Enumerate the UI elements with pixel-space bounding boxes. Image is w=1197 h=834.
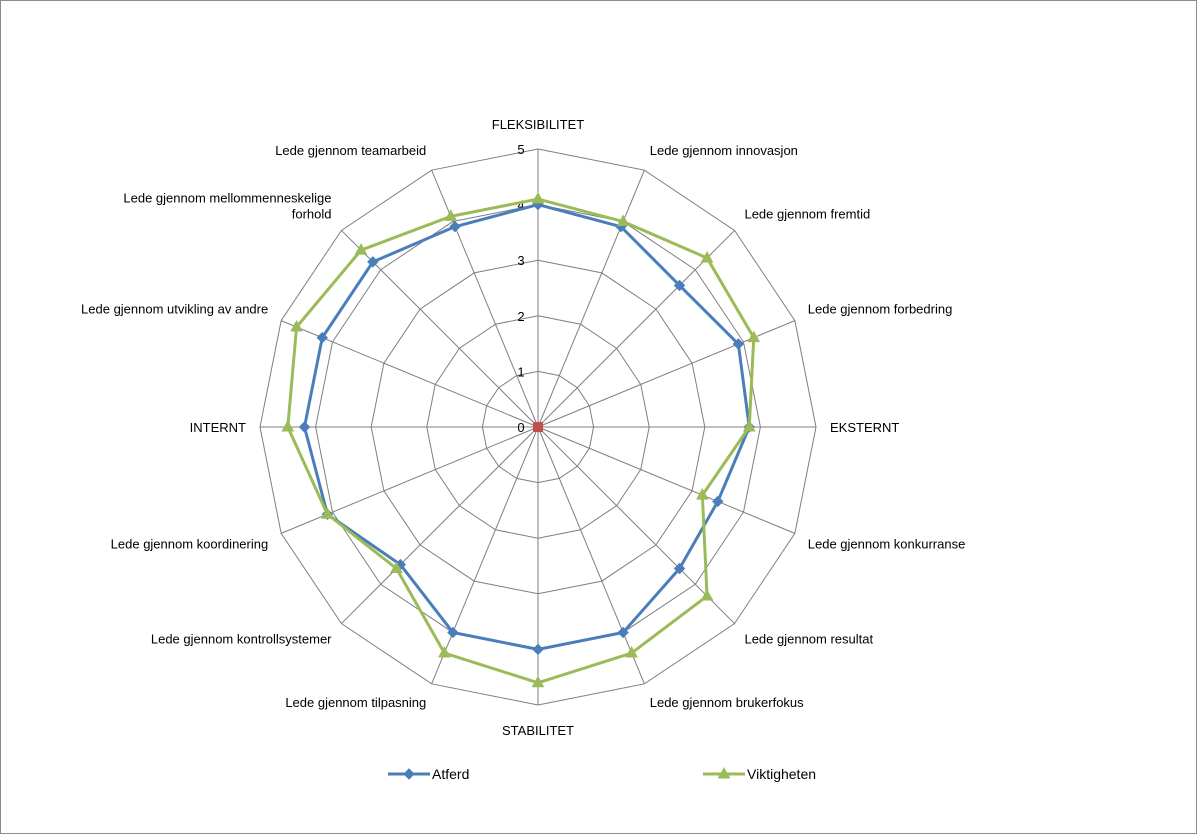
data-point (747, 330, 761, 343)
spoke (537, 169, 645, 428)
series-layer (281, 192, 761, 688)
data-point (290, 319, 303, 332)
data-point (700, 250, 714, 263)
spoke (537, 230, 735, 428)
legend-label: Viktigheten (747, 766, 816, 782)
data-point (321, 507, 334, 519)
data-point (616, 214, 630, 227)
category-label: Lede gjennom konkurranse (808, 537, 966, 552)
category-label: Lede gjennom koordinering (111, 537, 269, 552)
category-label: INTERNT (190, 420, 246, 435)
spoke (431, 426, 539, 685)
category-label-line: Lede gjennom teamarbeid (275, 143, 426, 158)
category-label: Lede gjennom forbedring (808, 301, 953, 316)
category-label: Lede gjennom teamarbeid (275, 143, 426, 158)
category-label-line: Lede gjennom koordinering (111, 537, 269, 552)
category-label-line: EKSTERNT (830, 420, 899, 435)
radial-tick-labels: 0 1 2 3 4 5 (517, 142, 524, 435)
category-label-line: FLEKSIBILITET (492, 117, 585, 132)
data-point (367, 256, 379, 268)
data-point (673, 562, 686, 575)
data-point (444, 209, 458, 221)
category-label-line: Lede gjennom brukerfokus (650, 695, 804, 710)
data-point (700, 589, 714, 601)
category-label-line: STABILITET (502, 723, 574, 738)
tick-label: 0 (517, 420, 524, 435)
tick-label: 5 (517, 142, 524, 157)
category-label-line: Lede gjennom utvikling av andre (81, 301, 268, 316)
category-label: Lede gjennom fremtid (744, 207, 870, 222)
data-point (438, 645, 451, 658)
category-label: FLEKSIBILITET (492, 117, 585, 132)
category-label: Lede gjennom innovasjon (650, 143, 798, 158)
category-label-line: Lede gjennom forbedring (808, 301, 953, 316)
category-label-line: Lede gjennom innovasjon (650, 143, 798, 158)
data-point (532, 643, 544, 656)
data-point (742, 419, 756, 432)
legend-marker (403, 768, 415, 780)
data-point (732, 338, 745, 350)
data-point (449, 220, 461, 233)
data-point (625, 645, 638, 658)
spoke (537, 426, 735, 624)
legend-item-viktigheten: Viktigheten (703, 766, 816, 782)
series-line (286, 197, 756, 685)
tick-label: 4 (517, 198, 524, 213)
category-label-line: Lede gjennom mellommenneskelige (123, 191, 331, 206)
data-point (531, 192, 545, 204)
data-point (390, 561, 403, 574)
data-point (712, 495, 724, 508)
category-label: Lede gjennom utvikling av andre (81, 301, 268, 316)
category-label: Lede gjennom resultat (744, 631, 873, 646)
spoke (537, 426, 645, 685)
center-marker (533, 422, 543, 432)
series-viktigheten (281, 192, 761, 688)
category-label: Lede gjennom brukerfokus (650, 695, 804, 710)
category-label-line: Lede gjennom fremtid (744, 207, 870, 222)
spoke (537, 426, 796, 534)
category-label: Lede gjennom mellommenneskelige forhold (123, 191, 331, 222)
category-label-line: INTERNT (190, 420, 246, 435)
data-point (531, 675, 545, 688)
tick-label: 2 (517, 309, 524, 324)
legend-marker (717, 766, 731, 779)
data-point (447, 626, 459, 639)
category-label-line: forhold (292, 207, 332, 222)
category-label: Lede gjennom kontrollsystemer (151, 631, 332, 646)
category-label-line: Lede gjennom tilpasning (285, 695, 426, 710)
legend-label: Atferd (432, 766, 469, 782)
data-point (316, 331, 328, 344)
spoke (341, 426, 539, 624)
data-point (696, 488, 709, 500)
category-labels: FLEKSIBILITET Lede gjennom innovasjon Lede… (81, 117, 965, 738)
data-point (281, 419, 295, 432)
category-label-line: Lede gjennom konkurranse (808, 537, 966, 552)
category-label: Lede gjennom tilpasning (285, 695, 426, 710)
tick-label: 3 (517, 253, 524, 268)
data-point (298, 421, 311, 433)
data-point (673, 279, 686, 292)
category-label: EKSTERNT (830, 420, 899, 435)
data-point (354, 243, 368, 255)
category-label: STABILITET (502, 723, 574, 738)
category-label-line: Lede gjennom kontrollsystemer (151, 631, 332, 646)
legend-item-atferd: Atferd (388, 766, 469, 782)
data-point (617, 626, 629, 639)
tick-label: 1 (517, 364, 524, 379)
category-label-line: Lede gjennom resultat (744, 631, 873, 646)
legend: Atferd Viktigheten (388, 766, 816, 782)
